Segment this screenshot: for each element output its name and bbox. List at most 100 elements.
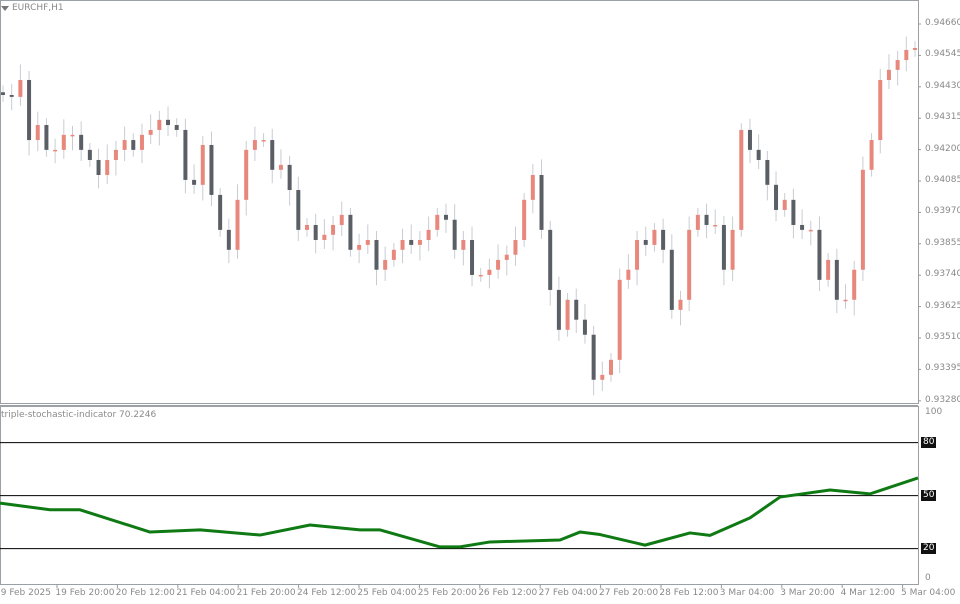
candle-body xyxy=(374,239,379,270)
candle-body xyxy=(739,129,744,230)
candle-body xyxy=(556,289,561,330)
time-axis-label: 28 Feb 12:00 xyxy=(659,588,719,598)
candle-body xyxy=(174,125,179,130)
candle-body xyxy=(800,224,805,230)
time-axis-label: 21 Feb 04:00 xyxy=(176,588,236,598)
candle-body xyxy=(322,234,327,240)
candle-body xyxy=(852,269,857,300)
candle-body xyxy=(834,259,839,300)
candle-body xyxy=(296,190,301,230)
candle-body xyxy=(400,239,405,250)
time-axis-label: 4 Mar 12:00 xyxy=(840,588,895,598)
indicator-axis-label: 0 xyxy=(925,573,931,583)
candle-body xyxy=(200,144,205,185)
time-axis-label: 19 Feb 2025 xyxy=(0,588,52,598)
candle-body xyxy=(461,239,466,250)
level-tag-80: 80 xyxy=(921,436,937,448)
collapse-triangle-icon[interactable] xyxy=(1,6,9,11)
candle-body xyxy=(904,49,909,61)
candle-body xyxy=(452,219,457,250)
candle-body xyxy=(913,48,917,50)
candle-body xyxy=(9,94,14,97)
candle-body xyxy=(235,199,240,250)
candle-body xyxy=(157,119,162,130)
level-tag-50: 50 xyxy=(921,489,937,501)
candle-body xyxy=(860,169,865,270)
time-axis-label: 25 Feb 04:00 xyxy=(357,588,417,598)
candle-body xyxy=(357,244,362,250)
candle-body xyxy=(218,194,223,230)
candle-body xyxy=(226,229,231,250)
candle-body xyxy=(843,299,848,302)
candle-body xyxy=(635,239,640,270)
candle-body xyxy=(574,299,579,320)
candle-body xyxy=(600,374,605,380)
candle-body xyxy=(721,224,726,270)
candle-body xyxy=(470,239,475,275)
price-axis-label: 0.94085 xyxy=(925,175,960,185)
time-axis-label: 19 Feb 20:00 xyxy=(55,588,115,598)
indicator-label: triple-stochastic-indicator 70.2246 xyxy=(1,410,157,420)
candle-body xyxy=(183,129,188,180)
candle-body xyxy=(591,334,596,380)
candle-body xyxy=(626,269,631,280)
candle-body xyxy=(539,174,544,230)
candle-body xyxy=(530,174,535,200)
candle-body xyxy=(61,134,66,150)
candle-body xyxy=(886,69,891,80)
candle-body xyxy=(704,214,709,225)
candle-body xyxy=(18,79,23,97)
candle-body xyxy=(348,214,353,250)
candle-body xyxy=(609,359,613,375)
candle-body xyxy=(661,229,666,250)
candle-body xyxy=(765,159,770,185)
level-tag-20: 20 xyxy=(921,542,937,554)
candle-body xyxy=(131,140,136,150)
candle-body xyxy=(713,224,718,227)
candle-body xyxy=(695,214,700,230)
candle-body xyxy=(826,259,831,280)
time-axis-label: 3 Mar 04:00 xyxy=(719,588,775,598)
price-axis-label: 0.93970 xyxy=(925,206,960,217)
candle-body xyxy=(166,119,171,126)
candle-body xyxy=(756,149,761,160)
time-axis-label: 26 Feb 12:00 xyxy=(478,588,538,598)
price-axis-label: 0.94200 xyxy=(925,143,960,154)
price-axis-label: 0.94660 xyxy=(925,18,960,28)
candle-body xyxy=(305,224,309,230)
candle-body xyxy=(331,224,336,235)
candle-body xyxy=(339,214,344,225)
candle-body xyxy=(1,92,5,95)
candle-body xyxy=(287,164,292,191)
candle-body xyxy=(426,229,431,240)
candle-body xyxy=(548,229,553,290)
candle-body xyxy=(774,184,779,210)
candle-body xyxy=(869,140,874,170)
time-axis-label: 3 Mar 20:00 xyxy=(780,588,835,598)
price-axis-label: 0.93625 xyxy=(925,300,960,311)
candle-body xyxy=(35,125,40,141)
candle-body xyxy=(513,239,518,255)
indicator-axis-label: 100 xyxy=(925,407,943,417)
candle-body xyxy=(113,149,118,160)
candle-body xyxy=(53,149,58,152)
candle-body xyxy=(261,140,266,142)
candle-body xyxy=(122,140,127,150)
price-axis-label: 0.94545 xyxy=(925,49,960,60)
candle-body xyxy=(87,149,92,160)
candle-body xyxy=(270,140,275,170)
candle-body xyxy=(44,125,49,150)
candle-body xyxy=(209,144,214,195)
candle-body xyxy=(417,239,422,245)
candle-body xyxy=(192,179,197,185)
candle-body xyxy=(878,79,883,141)
indicator-line xyxy=(0,476,919,549)
time-axis-label: 21 Feb 20:00 xyxy=(236,588,296,598)
candle-body xyxy=(365,239,370,245)
candle-body xyxy=(808,229,813,232)
main-chart-frame xyxy=(0,0,919,404)
candle-body xyxy=(105,159,110,175)
candle-body xyxy=(313,224,318,240)
